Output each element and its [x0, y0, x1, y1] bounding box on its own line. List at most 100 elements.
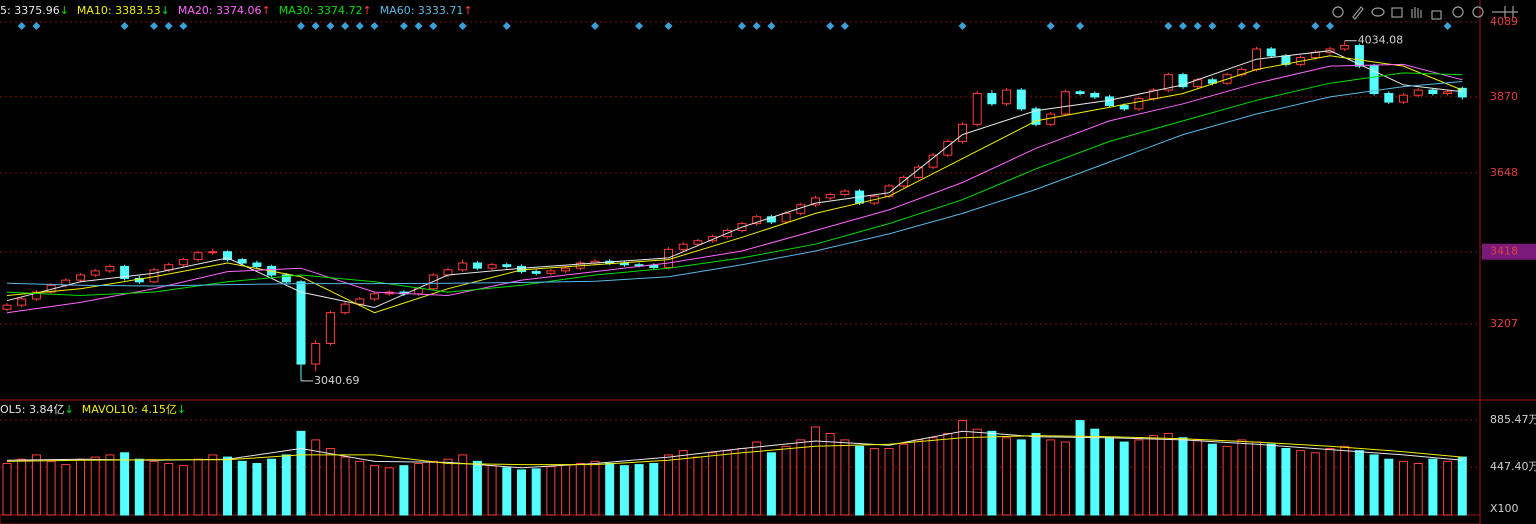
- more-icon[interactable]: [1492, 6, 1518, 18]
- volume-bar: [1296, 450, 1306, 516]
- candle-body: [370, 293, 379, 300]
- volume-bar: [370, 465, 379, 516]
- ma-line: [6, 63, 1463, 314]
- volume-bar: [134, 458, 144, 516]
- candle-body: [1002, 89, 1012, 105]
- candle-body: [193, 252, 203, 261]
- candle-body: [1134, 98, 1144, 110]
- signal-marker: [429, 22, 438, 30]
- volume-bar: [1075, 420, 1085, 516]
- volume-bar: [1384, 458, 1394, 516]
- basket-icon[interactable]: [1391, 7, 1403, 18]
- volume-bar: [1413, 463, 1423, 516]
- volume-bar: [884, 447, 894, 516]
- volume-bar: [825, 432, 835, 516]
- candle-body: [928, 154, 938, 168]
- candle-body: [1207, 79, 1217, 84]
- lock-icon[interactable]: [1431, 10, 1442, 20]
- signal-marker: [341, 22, 350, 30]
- volume-bar: [987, 430, 997, 516]
- annotation-label: 3040.69: [314, 374, 360, 387]
- candle-body: [649, 264, 659, 268]
- volume-bar: [958, 420, 967, 516]
- candle-body: [678, 243, 688, 250]
- volume-bar: [252, 463, 262, 516]
- candle-body: [1016, 89, 1026, 110]
- volume-bar: [1193, 439, 1203, 516]
- signal-marker: [591, 22, 599, 30]
- view-icon[interactable]: [1371, 7, 1385, 17]
- signal-marker: [635, 22, 644, 30]
- ma-line: [6, 81, 1463, 287]
- signal-marker: [1208, 22, 1217, 30]
- volume-bar: [1266, 443, 1276, 516]
- volume-bar: [458, 454, 468, 516]
- signal-marker: [326, 22, 335, 30]
- signal-marker: [1252, 22, 1261, 30]
- legend-text: MA60: 3333.71: [380, 4, 464, 17]
- volume-bar: [208, 454, 218, 516]
- legend-arrow: ↑: [362, 4, 371, 17]
- volume-bar: [1046, 439, 1056, 516]
- candle-body: [1369, 65, 1379, 94]
- volume-bar: [928, 437, 938, 516]
- candle-body: [1075, 91, 1085, 94]
- signal-marker: [958, 22, 967, 30]
- volume-bar: [1443, 460, 1453, 516]
- volume-bar: [693, 456, 703, 516]
- candle-body: [1178, 74, 1188, 88]
- signal-marker: [1193, 22, 1202, 30]
- zoom-in-icon[interactable]: [1452, 6, 1464, 18]
- candle-body: [178, 259, 188, 266]
- volume-bar: [1237, 439, 1247, 516]
- legend-text: 5: 3375.96: [0, 4, 60, 17]
- volume-bar: [178, 465, 188, 516]
- candle-body: [1384, 92, 1394, 103]
- toolbar: [1332, 6, 1518, 20]
- volume-bar: [164, 463, 174, 516]
- volume-bar: [575, 463, 585, 516]
- signal-marker: [502, 22, 511, 30]
- volume-bar: [1031, 432, 1041, 516]
- candle-body: [943, 140, 953, 156]
- volume-bar: [517, 469, 526, 516]
- volume-bar: [1252, 441, 1261, 516]
- volume-bar: [737, 447, 747, 516]
- signal-marker: [150, 22, 158, 30]
- candle-body: [1428, 89, 1438, 94]
- volume-bar: [678, 450, 688, 516]
- candle-body: [531, 271, 541, 274]
- zoom-out-icon[interactable]: [1472, 6, 1484, 18]
- volume-bar: [855, 445, 865, 516]
- volume-bar: [1002, 437, 1012, 516]
- volume-bar: [149, 460, 159, 516]
- volume-bar: [590, 460, 600, 516]
- volume-bar: [708, 452, 718, 516]
- draw-icon[interactable]: [1352, 6, 1364, 20]
- volume-bar: [899, 443, 909, 516]
- signal-marker: [1076, 22, 1085, 30]
- volume-bar: [355, 460, 365, 516]
- candle-body: [90, 270, 100, 276]
- candle-body: [1443, 91, 1453, 94]
- candle-body: [487, 264, 497, 269]
- signal-marker: [297, 22, 305, 30]
- signal-marker: [1179, 22, 1187, 30]
- volume-bar: [1457, 456, 1467, 516]
- signal-marker: [826, 22, 835, 30]
- signal-marker: [414, 22, 423, 30]
- volume-bar: [1119, 441, 1129, 516]
- volume-bar: [619, 465, 629, 516]
- volume-bar: [634, 464, 644, 516]
- candle-body: [76, 274, 85, 281]
- settings-icon[interactable]: [1332, 6, 1344, 18]
- hand-icon[interactable]: [1411, 7, 1422, 18]
- candle-body: [1119, 104, 1129, 110]
- candle-body: [311, 342, 321, 365]
- signal-marker: [1443, 22, 1452, 30]
- volume-bar: [340, 456, 350, 516]
- ma-line: [6, 72, 1463, 297]
- signal-marker: [120, 22, 129, 30]
- volume-bar: [487, 465, 497, 516]
